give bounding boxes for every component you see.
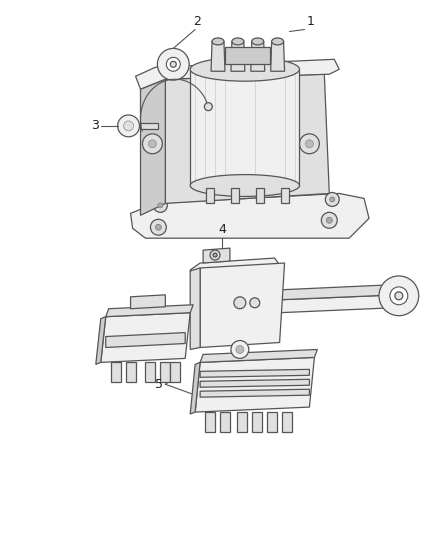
Polygon shape (200, 263, 285, 348)
Polygon shape (237, 412, 247, 432)
Polygon shape (220, 412, 230, 432)
Ellipse shape (272, 38, 283, 45)
Circle shape (170, 61, 176, 67)
Polygon shape (165, 74, 329, 204)
Polygon shape (126, 362, 135, 382)
Polygon shape (160, 362, 170, 382)
Polygon shape (203, 248, 230, 263)
Circle shape (330, 197, 335, 202)
Circle shape (118, 115, 140, 137)
Circle shape (379, 276, 419, 316)
Polygon shape (211, 42, 225, 71)
Circle shape (326, 217, 332, 223)
Polygon shape (96, 317, 106, 365)
Polygon shape (141, 79, 165, 215)
Polygon shape (200, 369, 309, 377)
Polygon shape (231, 188, 239, 204)
Polygon shape (140, 123, 159, 129)
Polygon shape (251, 42, 265, 71)
Circle shape (321, 212, 337, 228)
Polygon shape (252, 412, 262, 432)
Circle shape (325, 192, 339, 206)
Polygon shape (190, 362, 200, 414)
Circle shape (213, 253, 217, 257)
Text: 4: 4 (218, 223, 226, 236)
Circle shape (231, 341, 249, 358)
Polygon shape (170, 362, 180, 382)
Polygon shape (200, 389, 309, 397)
Circle shape (124, 121, 134, 131)
Ellipse shape (252, 38, 264, 45)
Polygon shape (145, 362, 155, 382)
Polygon shape (256, 188, 264, 204)
Polygon shape (101, 313, 190, 362)
Circle shape (155, 224, 161, 230)
Circle shape (148, 140, 156, 148)
Circle shape (210, 250, 220, 260)
Text: 3: 3 (91, 119, 99, 132)
Polygon shape (205, 412, 215, 432)
Polygon shape (190, 69, 300, 185)
Circle shape (158, 203, 163, 208)
Polygon shape (195, 358, 314, 412)
Polygon shape (135, 59, 339, 89)
Polygon shape (131, 193, 369, 238)
Circle shape (305, 140, 314, 148)
Ellipse shape (190, 175, 300, 197)
Text: 1: 1 (307, 14, 314, 28)
Ellipse shape (212, 38, 224, 45)
Circle shape (395, 292, 403, 300)
Circle shape (205, 103, 212, 111)
Polygon shape (225, 47, 270, 64)
Polygon shape (200, 350, 318, 362)
Circle shape (157, 49, 189, 80)
Circle shape (234, 297, 246, 309)
Polygon shape (131, 295, 165, 309)
Polygon shape (231, 42, 245, 71)
Text: 5: 5 (155, 378, 163, 391)
Polygon shape (267, 412, 277, 432)
Circle shape (153, 198, 167, 212)
Circle shape (150, 219, 166, 235)
Circle shape (236, 345, 244, 353)
Polygon shape (281, 188, 289, 204)
Polygon shape (282, 412, 292, 432)
Polygon shape (190, 258, 279, 278)
Polygon shape (111, 362, 120, 382)
Polygon shape (279, 281, 399, 300)
Ellipse shape (232, 38, 244, 45)
Polygon shape (190, 268, 200, 350)
Circle shape (142, 134, 162, 154)
Polygon shape (106, 305, 193, 317)
Ellipse shape (190, 58, 300, 81)
Polygon shape (200, 379, 309, 387)
Polygon shape (279, 295, 397, 313)
Circle shape (300, 134, 319, 154)
Circle shape (390, 287, 408, 305)
Polygon shape (206, 188, 214, 204)
Text: 2: 2 (193, 14, 201, 28)
Circle shape (166, 58, 180, 71)
Polygon shape (106, 333, 185, 348)
Circle shape (250, 298, 260, 308)
Polygon shape (271, 42, 285, 71)
